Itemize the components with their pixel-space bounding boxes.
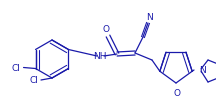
Text: N: N xyxy=(199,66,206,75)
Text: Cl: Cl xyxy=(29,76,38,85)
Text: Cl: Cl xyxy=(12,63,21,72)
Text: O: O xyxy=(173,88,181,97)
Text: NH: NH xyxy=(93,52,107,61)
Text: N: N xyxy=(147,13,153,22)
Text: O: O xyxy=(103,25,110,34)
